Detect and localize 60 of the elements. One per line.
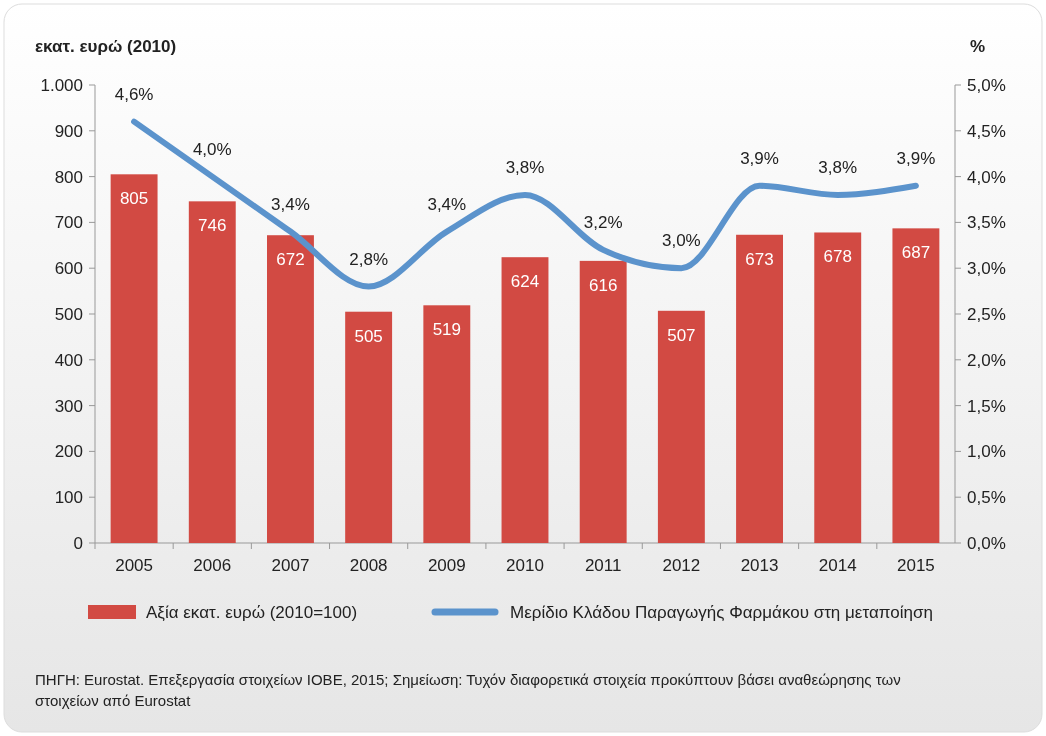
x-tick-label: 2005	[115, 556, 153, 575]
data-label: 2,8%	[349, 249, 389, 269]
data-label: 4,6%	[114, 84, 154, 104]
data-label: 4,0%	[192, 139, 232, 159]
data-label: 3,0%	[661, 231, 701, 251]
data-label: 3,9%	[896, 148, 936, 168]
y-tick-label: 0	[73, 533, 83, 553]
legend-label: Μερίδιο Κλάδου Παραγωγής Φαρμάκου στη μεταποίηση	[510, 602, 933, 622]
data-label: 624	[510, 272, 540, 292]
y-tick-label: 100	[54, 488, 83, 508]
x-tick-label: 2011	[584, 556, 622, 575]
data-label: 507	[667, 325, 696, 345]
x-tick-label: 2014	[818, 556, 857, 575]
data-label: 3,4%	[427, 194, 467, 214]
x-tick-label: 2010	[506, 556, 544, 575]
y-tick-label: 200	[54, 442, 83, 462]
y2-tick-label: 4,0%	[967, 167, 1006, 187]
y2-tick-label: 2,5%	[967, 304, 1006, 324]
data-label: 616	[588, 275, 618, 295]
y2-tick-label: 3,5%	[967, 213, 1006, 233]
data-label: 519	[432, 320, 462, 340]
data-label: 3,2%	[583, 212, 623, 232]
data-label: 673	[745, 249, 774, 269]
data-label: 3,8%	[505, 157, 545, 177]
y-tick-label: 500	[54, 304, 83, 324]
y-tick-label: 300	[54, 396, 83, 416]
y-axis-title: εκατ. ευρώ (2010)	[35, 37, 177, 56]
y-tick-label: 700	[54, 213, 83, 233]
x-tick-label: 2008	[349, 556, 388, 575]
y2-tick-label: 1,5%	[967, 396, 1006, 416]
y-tick-label: 400	[54, 350, 83, 370]
y-tick-label: 600	[54, 259, 83, 279]
y2-tick-label: 5,0%	[967, 75, 1006, 95]
data-label: 505	[354, 326, 383, 346]
y-tick-label: 800	[54, 167, 83, 187]
y-tick-label: 900	[54, 121, 83, 141]
x-tick-label: 2015	[897, 556, 935, 575]
y2-tick-label: 1,0%	[967, 442, 1006, 462]
y2-tick-label: 3,0%	[967, 259, 1006, 279]
y2-tick-label: 0,5%	[967, 488, 1006, 508]
y2-tick-label: 2,0%	[967, 350, 1006, 370]
x-tick-label: 2009	[427, 556, 466, 575]
y2-tick-label: 0,0%	[967, 533, 1006, 553]
legend-label: Αξία εκατ. ευρώ (2010=100)	[146, 602, 358, 622]
data-label: 3,4%	[271, 194, 310, 214]
y2-axis-title: %	[969, 37, 985, 56]
data-label: 3,8%	[818, 157, 858, 177]
data-label: 3,9%	[740, 148, 779, 168]
data-label: 687	[901, 243, 931, 263]
y-tick-label: 1.000	[40, 75, 83, 95]
data-label: 672	[276, 250, 305, 270]
x-tick-label: 2012	[662, 556, 701, 575]
x-tick-label: 2006	[193, 556, 232, 575]
y2-tick-label: 4,5%	[967, 121, 1006, 141]
data-label: 805	[119, 189, 149, 209]
x-tick-label: 2007	[271, 556, 310, 575]
x-tick-label: 2013	[740, 556, 779, 575]
data-label: 678	[823, 247, 852, 267]
text: ΠΗΓΗ: Eurostat. Επεξεργασία στοιχείων ΙΟΒΕ, 2015; Σημείωση: Τυχόν διαφορετικά στοιχεία προκύπτουν βάσει αναθεώρησης των στοιχείων από Eurostat	[35, 671, 901, 709]
data-label: 746	[198, 216, 227, 236]
